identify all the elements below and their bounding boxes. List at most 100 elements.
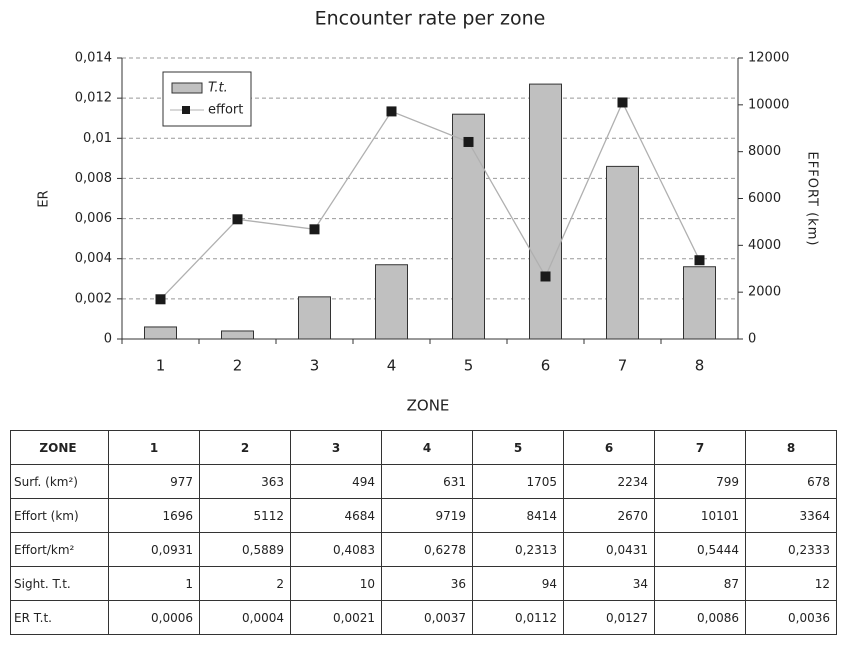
line-marker: [617, 97, 628, 108]
effort-line: [160, 100, 701, 300]
table-row: ZONE 1 2 3 4 5 6 7 8: [10, 430, 837, 465]
table-cell: 0,0037: [381, 600, 473, 635]
bar: [221, 330, 254, 340]
y-tick-label: 0,008: [75, 171, 112, 186]
table-cell: 5: [472, 430, 564, 465]
line-marker: [232, 214, 243, 225]
y2-tick-label: 12000: [748, 51, 789, 66]
table-cell: 0,0021: [290, 600, 382, 635]
table-cell: 0,0036: [745, 600, 837, 635]
y-tick-label: 0: [104, 332, 112, 347]
y-tick-label: 0,004: [75, 251, 112, 266]
table-cell: 12: [745, 566, 837, 601]
table-cell: Effort (km): [10, 498, 109, 533]
table-cell: 0,6278: [381, 532, 473, 567]
table-cell: 631: [381, 464, 473, 499]
line-marker: [309, 224, 320, 235]
table-cell: 9719: [381, 498, 473, 533]
table-cell: 1696: [108, 498, 200, 533]
bar: [606, 165, 639, 340]
table-cell: 6: [563, 430, 655, 465]
table-cell: 8414: [472, 498, 564, 533]
table-cell: 10101: [654, 498, 746, 533]
table-cell: 1705: [472, 464, 564, 499]
x-tick-label: 6: [541, 357, 551, 375]
bar: [529, 83, 562, 340]
y2-axis-label: EFFORT (km): [805, 152, 820, 247]
x-tick-label: 7: [618, 357, 628, 375]
table-cell: 678: [745, 464, 837, 499]
data-table: ZONE 1 2 3 4 5 6 7 8 Surf. (km²) 977 363 494 631 1705 2…: [10, 430, 837, 635]
table-cell: 4684: [290, 498, 382, 533]
table-row: Sight. T.t. 1 2 10 36 94 34 87 12: [10, 566, 837, 601]
legend-marker: [182, 106, 190, 114]
legend-swatch: [171, 82, 203, 94]
line-marker: [386, 106, 397, 117]
y2-tick-label: 0: [748, 332, 756, 347]
x-tick-label: 4: [387, 357, 397, 375]
table-row: ER T.t. 0,0006 0,0004 0,0021 0,0037 0,0112 0,0…: [10, 600, 837, 635]
table-cell: 1: [108, 566, 200, 601]
y2-tick-label: 6000: [748, 191, 781, 206]
y2-tick-label: 8000: [748, 144, 781, 159]
legend-label: effort: [208, 103, 243, 118]
bar: [144, 326, 177, 340]
table-cell: ZONE: [10, 430, 109, 465]
x-axis-label: ZONE: [407, 397, 450, 415]
legend-label: T.t.: [208, 81, 228, 96]
table-row: Effort/km² 0,0931 0,5889 0,4083 0,6278 0,2313…: [10, 532, 837, 567]
table-row: Surf. (km²) 977 363 494 631 1705 2234 799 678: [10, 464, 837, 499]
table-cell: 5112: [199, 498, 291, 533]
bar: [375, 264, 408, 340]
table-cell: 7: [654, 430, 746, 465]
x-tick-label: 5: [464, 357, 474, 375]
table-cell: 0,0127: [563, 600, 655, 635]
table-row: Effort (km) 1696 5112 4684 9719 8414 2670 10101…: [10, 498, 837, 533]
chart-title: Encounter rate per zone: [315, 8, 546, 30]
table-cell: 3: [290, 430, 382, 465]
table-cell: 2: [199, 430, 291, 465]
table-cell: ER T.t.: [10, 600, 109, 635]
table-cell: 34: [563, 566, 655, 601]
x-tick-label: 8: [695, 357, 705, 375]
table-cell: 8: [745, 430, 837, 465]
table-cell: 87: [654, 566, 746, 601]
table-cell: 0,0931: [108, 532, 200, 567]
table-cell: 0,4083: [290, 532, 382, 567]
x-tick-label: 3: [310, 357, 320, 375]
table-cell: 0,2333: [745, 532, 837, 567]
table-cell: 0,5889: [199, 532, 291, 567]
line-marker: [155, 294, 166, 305]
x-tick-label: 1: [156, 357, 166, 375]
y2-tick-label: 2000: [748, 285, 781, 300]
table-cell: 2234: [563, 464, 655, 499]
table-cell: 2: [199, 566, 291, 601]
table-cell: 36: [381, 566, 473, 601]
table-cell: 363: [199, 464, 291, 499]
line-marker: [463, 136, 474, 147]
y-tick-label: 0,01: [83, 131, 112, 146]
chart: Encounter rate per zone ZONE ER EFFORT (…: [37, 8, 820, 415]
y-tick-label: 0,014: [75, 51, 112, 66]
table-cell: Effort/km²: [10, 532, 109, 567]
x-tick-label: 2: [233, 357, 243, 375]
table-cell: 0,0112: [472, 600, 564, 635]
table-cell: Surf. (km²): [10, 464, 109, 499]
table-cell: Sight. T.t.: [10, 566, 109, 601]
bar: [683, 266, 716, 340]
table-cell: 3364: [745, 498, 837, 533]
table-cell: 0,2313: [472, 532, 564, 567]
table-cell: 799: [654, 464, 746, 499]
bar: [298, 296, 331, 340]
table-cell: 977: [108, 464, 200, 499]
table-cell: 10: [290, 566, 382, 601]
y-tick-label: 0,006: [75, 211, 112, 226]
y-tick-label: 0,002: [75, 291, 112, 306]
table-cell: 94: [472, 566, 564, 601]
y2-tick-label: 4000: [748, 238, 781, 253]
table-cell: 494: [290, 464, 382, 499]
legend-box: [162, 71, 252, 127]
table-cell: 0,0431: [563, 532, 655, 567]
table-cell: 0,0004: [199, 600, 291, 635]
